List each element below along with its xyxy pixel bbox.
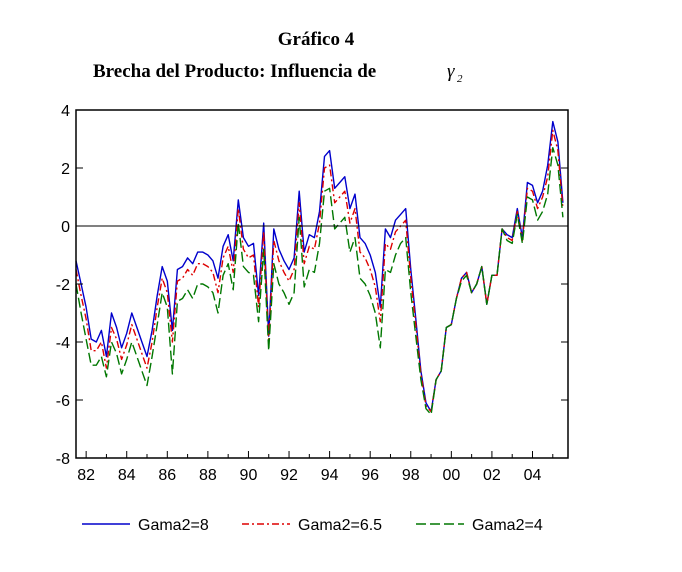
y-tick-label: 2 [61,161,70,178]
y-tick-label: -6 [56,393,70,410]
legend-label-1: Gama2=8 [138,517,209,534]
chart-subtitle-symbol: γ [447,61,455,82]
x-tick-label: 92 [280,467,298,484]
y-tick-label: -8 [56,451,70,468]
chart-subtitle-symbol-subscript: 2 [457,73,463,85]
x-tick-label: 90 [240,467,258,484]
x-tick-label: 02 [483,467,501,484]
x-tick-label: 94 [321,467,339,484]
series-line-3 [75,146,564,416]
x-tick-label: 88 [199,467,217,484]
legend-label-2: Gama2=6.5 [298,517,382,534]
legend-label-3: Gama2=4 [472,517,543,534]
plot-frame [75,109,569,459]
plot-series-group [75,120,564,416]
chart-subtitle-text: Brecha del Producto: Influencia de [93,61,376,82]
x-tick-label: 96 [361,467,379,484]
y-axis: 4 2 0 -2 -4 -6 -8 [56,103,568,468]
x-tick-label: 04 [524,467,542,484]
x-tick-label: 98 [402,467,420,484]
series-line-1 [75,120,564,413]
x-tick-label: 86 [158,467,176,484]
x-axis: 82 84 86 88 90 92 94 96 98 00 02 04 [77,451,554,484]
y-tick-label: -2 [56,277,70,294]
x-tick-label: 00 [442,467,460,484]
x-tick-label: 84 [118,467,136,484]
y-tick-label: 4 [61,103,70,120]
chart-title: Gráfico 4 [278,29,355,50]
series-line-2 [75,129,564,413]
x-tick-label: 82 [77,467,95,484]
y-tick-label: 0 [61,219,70,236]
legend: Gama2=8 Gama2=6.5 Gama2=4 [82,517,543,534]
y-tick-label: -4 [56,335,70,352]
chart-subtitle: Brecha del Producto: Influencia de γ 2 [93,61,463,85]
